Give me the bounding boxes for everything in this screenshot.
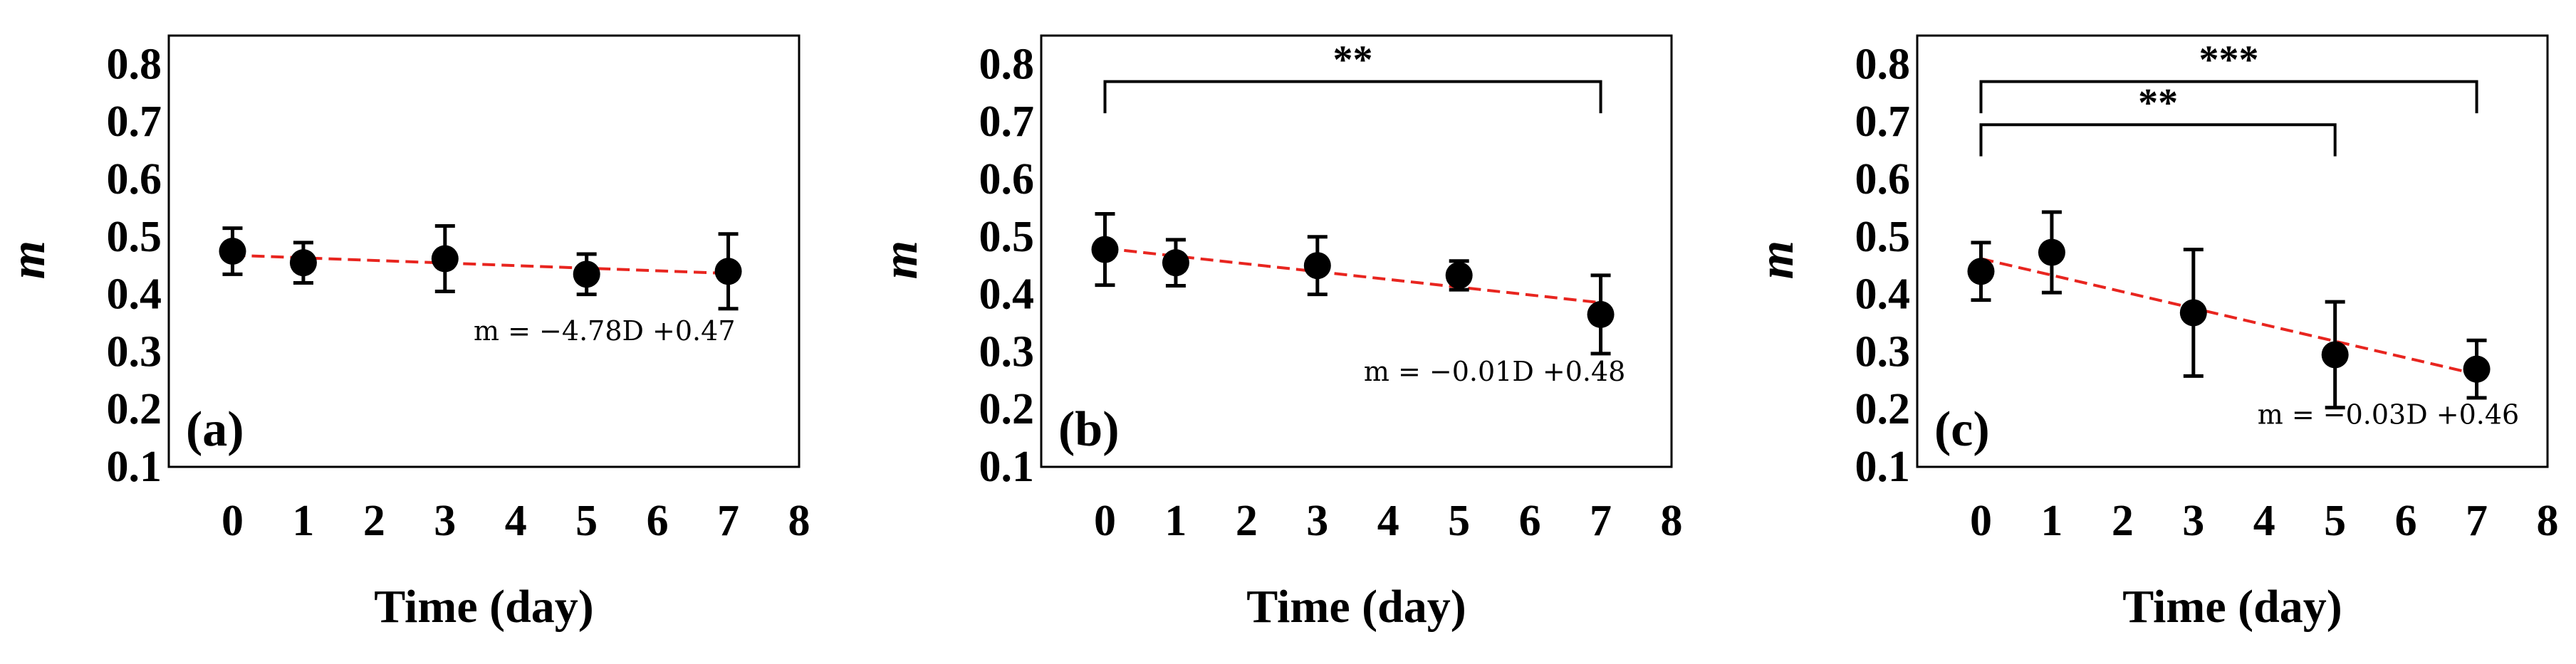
significance-bracket: [1979, 123, 2337, 157]
y-tick-label: 0.4: [107, 270, 162, 319]
data-point: [1445, 261, 1473, 289]
x-tick-label: 6: [2395, 497, 2417, 545]
fit-equation: m = −4.78D +0.47: [474, 315, 735, 347]
data-point: [289, 249, 317, 277]
data-point: [2179, 299, 2207, 327]
plot-area: [1040, 34, 1673, 468]
data-point: [714, 258, 742, 285]
y-tick-label: 0.3: [979, 327, 1035, 376]
panel-label: (c): [1934, 402, 1990, 457]
y-tick-label: 0.4: [1855, 270, 1911, 319]
x-tick-label: 2: [363, 497, 385, 545]
y-tick-label: 0.5: [979, 213, 1035, 261]
x-tick-label: 3: [2182, 497, 2204, 545]
data-point: [2321, 341, 2349, 369]
y-tick-label: 0.3: [1855, 327, 1911, 376]
y-tick-label: 0.1: [979, 443, 1035, 491]
x-tick-label: 0: [221, 497, 244, 545]
y-axis-title: m: [1749, 241, 1804, 279]
data-point: [573, 260, 600, 288]
data-point: [1967, 258, 1995, 285]
y-axis-title: m: [873, 241, 928, 279]
x-tick-label: 3: [1306, 497, 1328, 545]
x-tick-label: 3: [434, 497, 456, 545]
plot-area: [167, 34, 801, 468]
data-point: [1587, 300, 1615, 328]
x-tick-label: 1: [1164, 497, 1187, 545]
significance-label: **: [1333, 38, 1373, 83]
y-tick-label: 0.8: [979, 40, 1035, 88]
x-tick-label: 2: [2112, 497, 2134, 545]
x-tick-label: 7: [1590, 497, 1612, 545]
y-tick-label: 0.7: [979, 98, 1035, 146]
x-tick-label: 5: [2324, 497, 2346, 545]
x-tick-label: 4: [1377, 497, 1399, 545]
x-tick-label: 5: [1448, 497, 1470, 545]
data-point: [2463, 355, 2491, 383]
x-tick-label: 5: [575, 497, 598, 545]
x-tick-label: 2: [1236, 497, 1258, 545]
x-tick-label: 0: [1970, 497, 1992, 545]
y-tick-label: 0.6: [1855, 155, 1911, 204]
y-tick-label: 0.1: [107, 443, 162, 491]
x-tick-label: 8: [788, 497, 810, 545]
x-tick-label: 8: [1661, 497, 1683, 545]
y-tick-label: 0.4: [979, 270, 1035, 319]
y-tick-label: 0.2: [1855, 385, 1911, 433]
x-axis-title: Time (day): [374, 581, 594, 633]
y-tick-label: 0.8: [107, 40, 162, 88]
data-point: [219, 238, 246, 265]
x-tick-label: 0: [1094, 497, 1116, 545]
fit-equation: m = −0.01D +0.48: [1364, 356, 1625, 387]
x-axis-title: Time (day): [2122, 581, 2342, 633]
x-tick-label: 1: [292, 497, 314, 545]
y-tick-label: 0.7: [107, 98, 162, 146]
y-tick-label: 0.2: [979, 385, 1035, 433]
x-tick-label: 7: [2466, 497, 2488, 545]
data-point: [1091, 236, 1119, 263]
y-tick-label: 0.6: [107, 155, 162, 204]
x-tick-label: 8: [2537, 497, 2559, 545]
y-tick-label: 0.1: [1855, 443, 1911, 491]
y-tick-label: 0.5: [1855, 213, 1911, 261]
y-tick-label: 0.5: [107, 213, 162, 261]
y-tick-label: 0.2: [107, 385, 162, 433]
significance-bracket: [1103, 80, 1602, 114]
data-point: [431, 245, 459, 273]
fit-equation: m = −0.03D +0.46: [2258, 399, 2519, 430]
x-tick-label: 6: [647, 497, 669, 545]
x-tick-label: 4: [2253, 497, 2275, 545]
x-tick-label: 6: [1519, 497, 1541, 545]
data-point: [2038, 238, 2065, 266]
significance-label: ***: [2199, 38, 2259, 83]
fit-line: [1981, 257, 2478, 376]
x-tick-label: 7: [717, 497, 739, 545]
y-tick-label: 0.7: [1855, 98, 1911, 146]
panel-label: (b): [1058, 402, 1120, 457]
y-tick-label: 0.6: [979, 155, 1035, 204]
y-axis-title: m: [1, 241, 56, 279]
x-axis-title: Time (day): [1246, 581, 1466, 633]
x-tick-label: 4: [505, 497, 527, 545]
data-point: [1303, 252, 1331, 280]
y-tick-label: 0.3: [107, 327, 162, 376]
panel-label: (a): [186, 402, 244, 457]
plot-area: [1916, 34, 2549, 468]
significance-bracket: [1979, 80, 2478, 114]
data-point: [1162, 249, 1189, 277]
significance-label: **: [2138, 81, 2178, 125]
y-tick-label: 0.8: [1855, 40, 1911, 88]
x-tick-label: 1: [2040, 497, 2063, 545]
